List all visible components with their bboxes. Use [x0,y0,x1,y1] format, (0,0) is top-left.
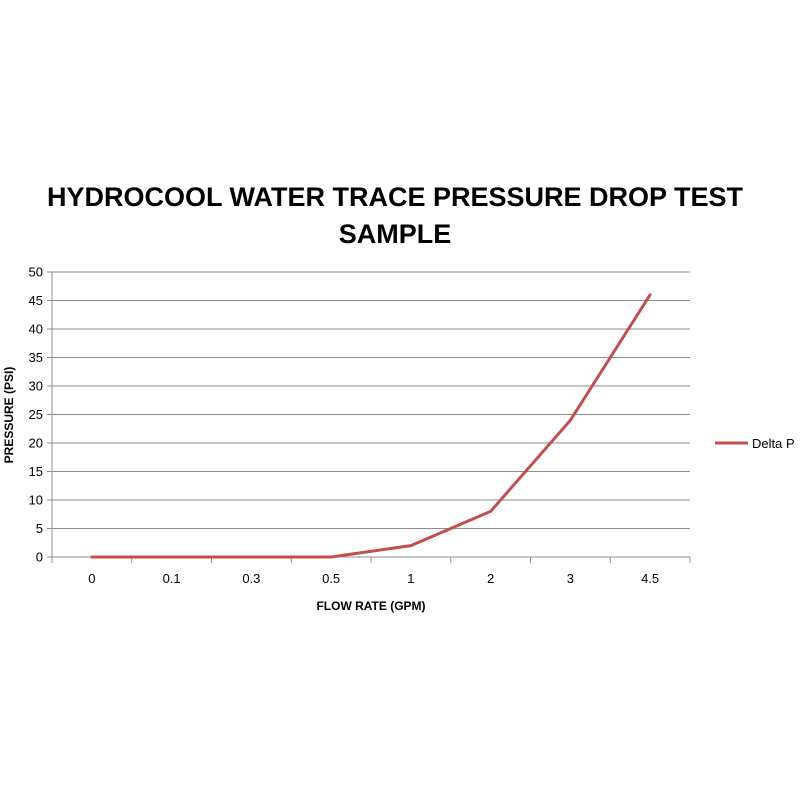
y-tick-label: 50 [29,265,43,280]
y-tick-label: 15 [29,464,43,479]
x-tick-label: 0.1 [163,571,181,586]
legend-label-delta-p: Delta P [752,436,795,451]
y-tick-label: 45 [29,293,43,308]
y-tick-label: 35 [29,350,43,365]
x-tick-label: 1 [407,571,414,586]
chart-title-line-2: SAMPLE [339,219,452,249]
y-tick-label: 40 [29,322,43,337]
chart-title-line-1: HYDROCOOL WATER TRACE PRESSURE DROP TEST [47,182,744,212]
series-line-delta-p [90,293,652,559]
x-tick-label: 0.5 [322,571,340,586]
x-tick-label: 0 [88,571,95,586]
x-axis-title: FLOW RATE (GPM) [316,599,425,613]
y-axis-title: PRESSURE (PSI) [2,367,16,464]
y-tick-label: 30 [29,379,43,394]
y-tick-label: 25 [29,407,43,422]
y-tick-label: 0 [36,550,43,565]
y-tick-label: 10 [29,493,43,508]
legend: Delta P [715,436,795,451]
x-axis: 0 0.1 0.3 0.5 1 2 3 4.5 [51,556,691,586]
y-tick-label: 5 [36,521,43,536]
gridlines [52,271,690,529]
x-tick-label: 2 [487,571,494,586]
x-tick-label: 4.5 [641,571,659,586]
series-layer [90,293,652,559]
y-axis: 0 5 10 15 20 25 30 35 40 45 50 [29,265,53,565]
x-tick-label: 3 [567,571,574,586]
x-tick-label: 0.3 [242,571,260,586]
y-tick-label: 20 [29,436,43,451]
